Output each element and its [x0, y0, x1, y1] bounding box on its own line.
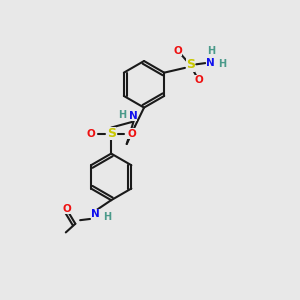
- Text: H: H: [118, 110, 126, 120]
- Text: O: O: [86, 129, 95, 139]
- Text: O: O: [127, 129, 136, 139]
- Text: O: O: [194, 75, 203, 85]
- Text: H: H: [207, 46, 215, 56]
- Text: H: H: [103, 212, 111, 222]
- Text: H: H: [218, 59, 226, 69]
- Text: O: O: [173, 46, 182, 56]
- Text: S: S: [107, 127, 116, 140]
- Text: O: O: [62, 204, 71, 214]
- Text: N: N: [129, 111, 137, 121]
- Text: N: N: [206, 58, 215, 68]
- Text: S: S: [186, 58, 195, 71]
- Text: N: N: [91, 209, 100, 219]
